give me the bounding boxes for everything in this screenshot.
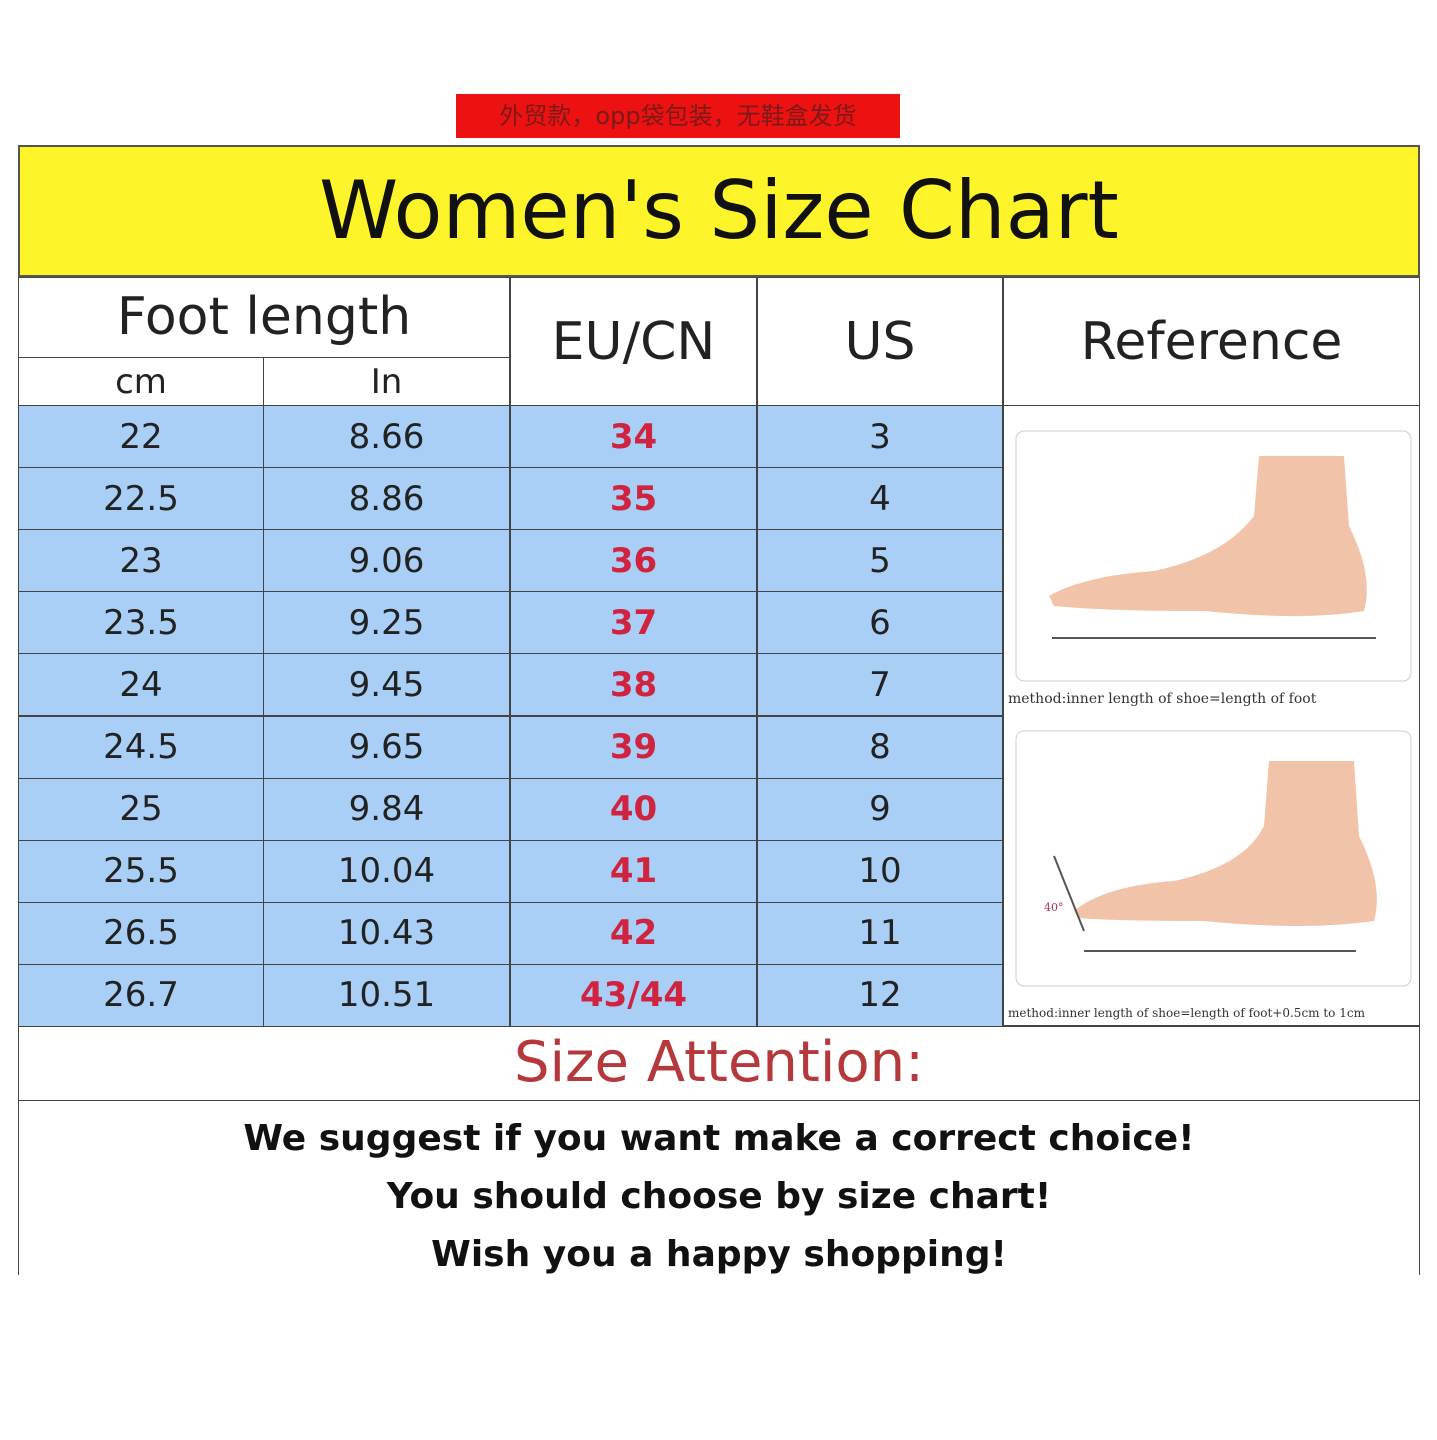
size-cell-cm: 24 xyxy=(18,653,264,717)
size-cell-cm: 23.5 xyxy=(18,591,264,655)
notes: We suggest if you want make a correct ch… xyxy=(18,1100,1420,1275)
size-cell-us: 6 xyxy=(757,591,1003,655)
size-cell-in: 9.84 xyxy=(263,777,510,841)
size-cell-cm: 25.5 xyxy=(18,839,264,903)
size-cell-eu: 38 xyxy=(510,653,757,717)
reference-caption-1: method:inner length of shoe=length of fo… xyxy=(1008,691,1317,707)
reference-caption-2: method:inner length of shoe=length of fo… xyxy=(1008,1006,1365,1020)
note-line: We suggest if you want make a correct ch… xyxy=(243,1118,1195,1159)
reference-panel: method:inner length of shoe=length of fo… xyxy=(1003,405,1420,1026)
foot-illustration-icon xyxy=(1015,430,1412,987)
size-cell-us: 3 xyxy=(757,405,1003,468)
size-cell-us: 9 xyxy=(757,777,1003,841)
size-cell-eu: 43/44 xyxy=(510,963,757,1027)
size-cell-cm: 26.7 xyxy=(18,963,264,1027)
size-cell-eu: 40 xyxy=(510,777,757,841)
size-cell-in: 9.65 xyxy=(263,715,510,779)
size-cell-us: 8 xyxy=(757,715,1003,779)
size-cell-eu: 37 xyxy=(510,591,757,655)
size-cell-eu: 41 xyxy=(510,839,757,903)
size-cell-cm: 23 xyxy=(18,529,264,593)
size-cell-in: 9.25 xyxy=(263,591,510,655)
size-cell-us: 7 xyxy=(757,653,1003,717)
size-cell-in: 9.45 xyxy=(263,653,510,717)
size-cell-eu: 36 xyxy=(510,529,757,593)
page-title: Women's Size Chart xyxy=(18,145,1420,277)
note-line: You should choose by size chart! xyxy=(386,1176,1052,1217)
size-cell-us: 11 xyxy=(757,901,1003,965)
size-cell-in: 10.04 xyxy=(263,839,510,903)
size-cell-in: 10.43 xyxy=(263,901,510,965)
size-cell-us: 5 xyxy=(757,529,1003,593)
size-cell-cm: 24.5 xyxy=(18,715,264,779)
size-cell-cm: 22 xyxy=(18,405,264,468)
reference-header: Reference xyxy=(1003,277,1420,406)
size-cell-in: 9.06 xyxy=(263,529,510,593)
size-cell-cm: 22.5 xyxy=(18,467,264,531)
size-cell-eu: 35 xyxy=(510,467,757,531)
size-cell-us: 4 xyxy=(757,467,1003,531)
eu-cn-header: EU/CN xyxy=(510,277,757,406)
chinese-banner: 外贸款，opp袋包装，无鞋盒发货 xyxy=(456,94,900,138)
size-cell-cm: 25 xyxy=(18,777,264,841)
size-cell-in: 10.51 xyxy=(263,963,510,1027)
foot-length-header: Foot length xyxy=(18,277,510,358)
cm-header: cm xyxy=(18,357,264,406)
size-cell-cm: 26.5 xyxy=(18,901,264,965)
size-cell-eu: 39 xyxy=(510,715,757,779)
angle-label: 40° xyxy=(1044,901,1064,914)
size-cell-eu: 42 xyxy=(510,901,757,965)
size-cell-us: 12 xyxy=(757,963,1003,1027)
size-cell-us: 10 xyxy=(757,839,1003,903)
size-cell-in: 8.86 xyxy=(263,467,510,531)
us-header: US xyxy=(757,277,1003,406)
size-cell-eu: 34 xyxy=(510,405,757,468)
size-attention-heading: Size Attention: xyxy=(18,1026,1420,1101)
size-cell-in: 8.66 xyxy=(263,405,510,468)
in-header: In xyxy=(263,357,510,406)
note-line: Wish you a happy shopping! xyxy=(431,1234,1007,1275)
